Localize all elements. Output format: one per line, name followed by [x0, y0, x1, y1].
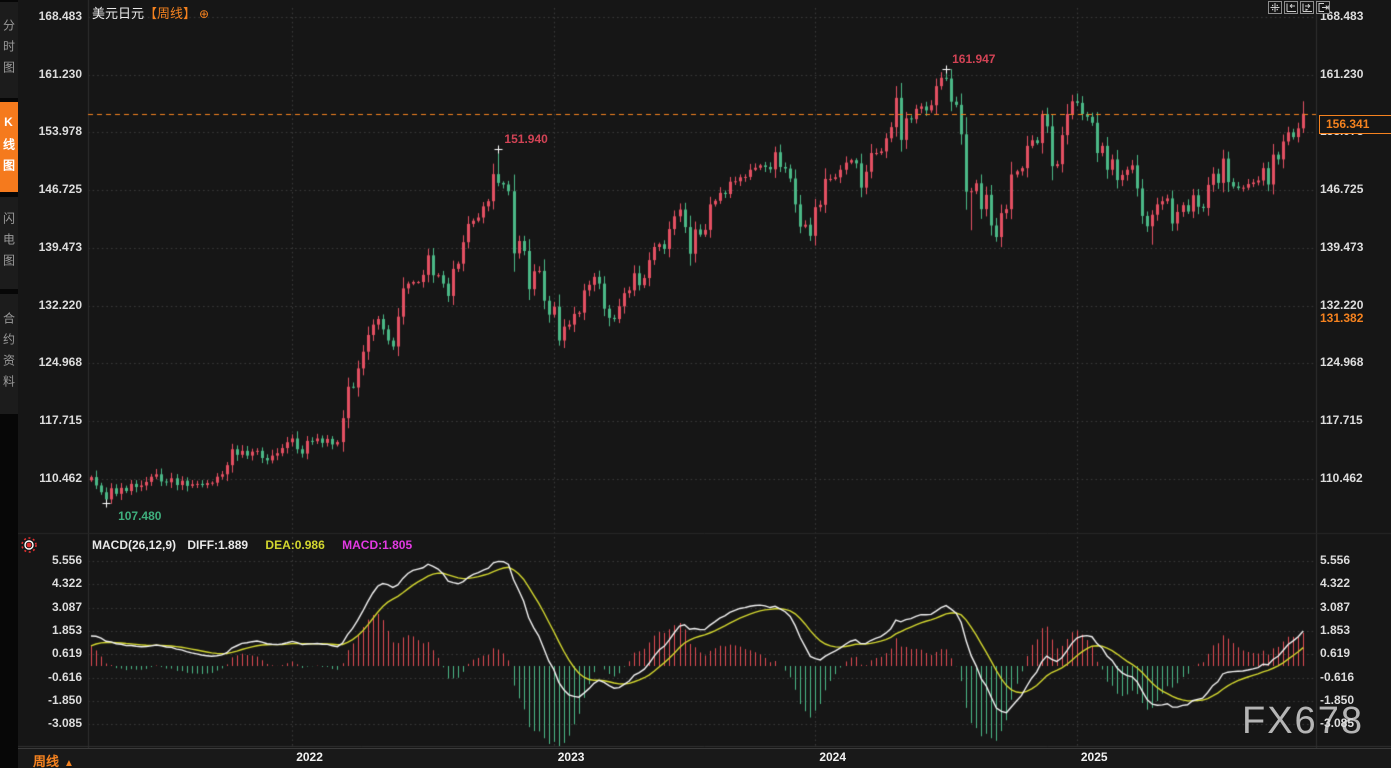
sidebar-item-label: 闪电图 — [1, 211, 16, 275]
timeframe-label: 【周线】 — [144, 6, 197, 21]
y-axis-label-left: 110.462 — [39, 471, 82, 485]
sidebar-item-contract-info[interactable]: 合约资料 — [0, 294, 18, 414]
y-axis-label-left: -3.085 — [47, 716, 82, 731]
sidebar-item-label: K线图 — [1, 114, 16, 180]
y-axis-label-left: 3.087 — [51, 599, 82, 614]
chart-type-sidebar: 分时图 K线图 闪电图 合约资料 — [0, 0, 18, 768]
macd-indicator-header: MACD(26,12,9) DIFF:1.889 DEA:0.986 MACD:… — [92, 538, 412, 552]
macd-histogram-value: MACD:1.805 — [342, 538, 413, 552]
price-extreme-annotation: 161.947 — [952, 52, 996, 67]
macd-dea-value: DEA:0.986 — [265, 538, 325, 552]
time-axis-strip — [18, 748, 1391, 768]
chevron-up-icon: ▲ — [64, 758, 74, 768]
x-axis-year-label: 2022 — [296, 750, 323, 764]
sidebar-item-timeline-chart[interactable]: 分时图 — [0, 2, 18, 98]
x-axis-year-label: 2023 — [557, 750, 585, 764]
add-overlay-icon[interactable]: ⊕ — [199, 7, 210, 21]
y-axis-label-right: 4.322 — [1320, 576, 1351, 591]
compress-scale-left-icon — [1286, 3, 1296, 12]
y-axis-label-left: 153.978 — [38, 124, 82, 139]
compress-scale-right-button[interactable] — [1300, 1, 1314, 14]
period-selector[interactable]: 周线 ▲ — [33, 751, 74, 768]
fx678-watermark: FX678 — [1242, 700, 1364, 742]
x-axis-year-label: 2024 — [819, 750, 847, 764]
x-axis-year-label: 2025 — [1080, 750, 1108, 764]
y-axis-label-left: 0.619 — [51, 646, 82, 661]
y-axis-label-left: 117.715 — [39, 413, 82, 428]
macd-formula: MACD(26,12,9) — [92, 538, 177, 552]
y-axis-label-right: 1.853 — [1320, 623, 1351, 638]
sidebar-item-lightning-chart[interactable]: 闪电图 — [0, 197, 18, 289]
y-axis-label-right: 139.473 — [1320, 239, 1364, 254]
macd-diff-value: DIFF:1.889 — [187, 538, 249, 552]
y-axis-label-right: 117.715 — [1320, 413, 1363, 428]
period-selector-label: 周线 — [33, 754, 60, 768]
price-extreme-annotation: 151.940 — [504, 131, 548, 146]
y-axis-label-right: 146.725 — [1320, 182, 1364, 197]
jump-to-latest-button[interactable] — [1316, 1, 1330, 14]
jump-to-latest-icon — [1318, 3, 1329, 12]
sidebar-item-label: 分时图 — [1, 18, 16, 82]
current-price-readout: 156.341 — [1319, 115, 1391, 134]
y-axis-label-left: -0.616 — [47, 669, 82, 684]
y-axis-label-left: 161.230 — [38, 66, 82, 81]
indicator-settings-icon[interactable] — [20, 536, 38, 559]
y-axis-label-right: 132.220 — [1320, 297, 1364, 312]
y-axis-label-right: -3.085 — [1320, 716, 1355, 731]
y-axis-label-right: 124.968 — [1320, 355, 1364, 370]
y-axis-label-right: 0.619 — [1320, 646, 1351, 661]
y-axis-label-right: 131.382 — [1320, 311, 1364, 326]
y-axis-label-left: -1.850 — [47, 692, 82, 707]
y-axis-label-left: 146.725 — [38, 182, 82, 197]
y-axis-label-left: 5.556 — [51, 553, 82, 568]
y-axis-label-right: 161.230 — [1320, 66, 1364, 81]
y-axis-label-right: 5.556 — [1320, 553, 1351, 568]
sidebar-item-candlestick-chart[interactable]: K线图 — [0, 102, 18, 192]
y-axis-label-left: 168.483 — [38, 9, 82, 23]
sidebar-item-label: 合约资料 — [1, 312, 16, 396]
compress-scale-right-icon — [1302, 3, 1312, 12]
chart-title: 美元日元【周线】 ⊕ — [92, 3, 209, 22]
y-axis-label-left: 4.322 — [51, 576, 82, 591]
y-axis-label-right: -0.616 — [1320, 669, 1355, 684]
y-axis-label-right: 3.087 — [1320, 599, 1351, 614]
y-axis-label-left: 1.853 — [51, 623, 82, 638]
symbol-name: 美元日元 — [92, 6, 145, 21]
y-axis-label-right: -1.850 — [1320, 692, 1355, 707]
y-axis-label-right: 110.462 — [1320, 471, 1363, 485]
pan-crosshair-icon — [1270, 3, 1280, 12]
y-axis-label-left: 139.473 — [38, 239, 82, 254]
price-extreme-annotation: 107.480 — [118, 508, 162, 523]
pan-crosshair-button[interactable] — [1268, 1, 1282, 14]
y-axis-label-right: 168.483 — [1320, 9, 1364, 23]
y-axis-label-left: 132.220 — [38, 297, 82, 312]
y-axis-label-left: 124.968 — [38, 355, 82, 370]
compress-scale-left-button[interactable] — [1284, 1, 1298, 14]
